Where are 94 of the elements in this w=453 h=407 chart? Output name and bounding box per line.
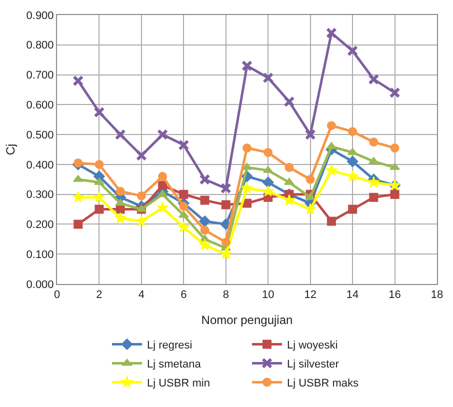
point xyxy=(114,129,126,140)
point xyxy=(221,200,230,210)
point xyxy=(389,87,400,98)
point xyxy=(242,60,252,72)
point xyxy=(220,248,232,260)
point xyxy=(178,140,190,151)
point xyxy=(199,216,210,227)
point xyxy=(262,72,274,84)
point xyxy=(94,204,104,214)
point xyxy=(369,138,378,147)
point xyxy=(178,210,189,218)
point xyxy=(348,127,358,136)
point xyxy=(136,215,148,226)
point xyxy=(198,239,211,250)
y-tick-label: 0.400 xyxy=(26,159,54,172)
point xyxy=(347,45,358,56)
point xyxy=(304,203,316,214)
x-tick-label: 0 xyxy=(54,289,60,302)
point xyxy=(74,220,83,229)
point xyxy=(326,164,338,176)
point xyxy=(390,190,400,199)
legend-label: Lj USBR maks xyxy=(287,378,360,390)
point xyxy=(242,198,252,208)
point xyxy=(94,106,105,118)
x-tick-label: 2 xyxy=(96,289,102,302)
point xyxy=(200,226,210,235)
legend-label: Lj smetana xyxy=(147,358,202,371)
point xyxy=(348,204,358,214)
y-tick-label: 0.900 xyxy=(26,10,54,22)
y-tick-label: 0.600 xyxy=(26,100,54,112)
x-axis-title: Nomor pengujian xyxy=(201,313,293,328)
point xyxy=(346,156,358,168)
point xyxy=(93,191,106,202)
y-tick-label: 0.800 xyxy=(26,40,54,52)
y-tick-label: 0.300 xyxy=(26,189,54,202)
point xyxy=(262,185,274,196)
point xyxy=(199,174,210,185)
legend-label: Lj regresi xyxy=(147,340,192,352)
y-tick-label: 0.200 xyxy=(26,219,54,232)
legend-label: Lj woyeski xyxy=(287,340,338,352)
x-tick-label: 8 xyxy=(222,289,229,302)
point xyxy=(242,144,252,153)
point xyxy=(326,27,337,38)
x-tick-label: 12 xyxy=(304,289,316,302)
legend-label: Lj USBR min xyxy=(147,378,210,390)
point xyxy=(158,180,168,190)
point xyxy=(368,74,380,85)
point xyxy=(114,212,126,224)
point xyxy=(74,158,83,168)
point xyxy=(262,176,274,188)
point xyxy=(72,75,84,86)
point xyxy=(306,174,315,184)
y-axis-title: Cj xyxy=(4,144,18,156)
point xyxy=(200,196,210,205)
point xyxy=(72,191,84,202)
point xyxy=(241,182,253,194)
point xyxy=(284,96,295,108)
point xyxy=(157,129,168,140)
point xyxy=(305,192,316,200)
point xyxy=(390,144,400,153)
x-tick-label: 18 xyxy=(430,289,444,302)
point xyxy=(178,221,190,232)
point xyxy=(326,216,336,226)
y-tick-label: 0.100 xyxy=(26,248,54,261)
x-tick-label: 10 xyxy=(262,289,274,302)
point xyxy=(284,162,294,172)
point xyxy=(136,191,146,200)
point xyxy=(158,172,168,181)
point xyxy=(368,156,379,164)
point xyxy=(156,202,168,213)
legend-label: Lj silvester xyxy=(287,358,340,371)
point xyxy=(264,148,273,157)
x-tick-label: 16 xyxy=(388,289,401,302)
point xyxy=(94,160,104,169)
point xyxy=(283,194,296,206)
x-tick-label: 6 xyxy=(180,289,187,302)
point xyxy=(369,192,378,202)
point xyxy=(284,178,294,185)
point xyxy=(220,182,232,194)
point xyxy=(116,186,125,196)
y-tick-label: 0.700 xyxy=(26,70,54,82)
point xyxy=(390,162,400,170)
x-tick-label: 4 xyxy=(138,289,145,302)
point xyxy=(326,121,336,130)
y-tick-label: 0.500 xyxy=(26,129,54,142)
point xyxy=(115,198,126,206)
x-tick-label: 14 xyxy=(346,289,359,302)
point xyxy=(179,190,188,199)
point xyxy=(304,129,316,140)
point xyxy=(136,150,147,161)
point xyxy=(221,238,230,247)
y-tick-label: 0.000 xyxy=(26,278,54,291)
point xyxy=(179,202,188,211)
point xyxy=(94,178,104,185)
